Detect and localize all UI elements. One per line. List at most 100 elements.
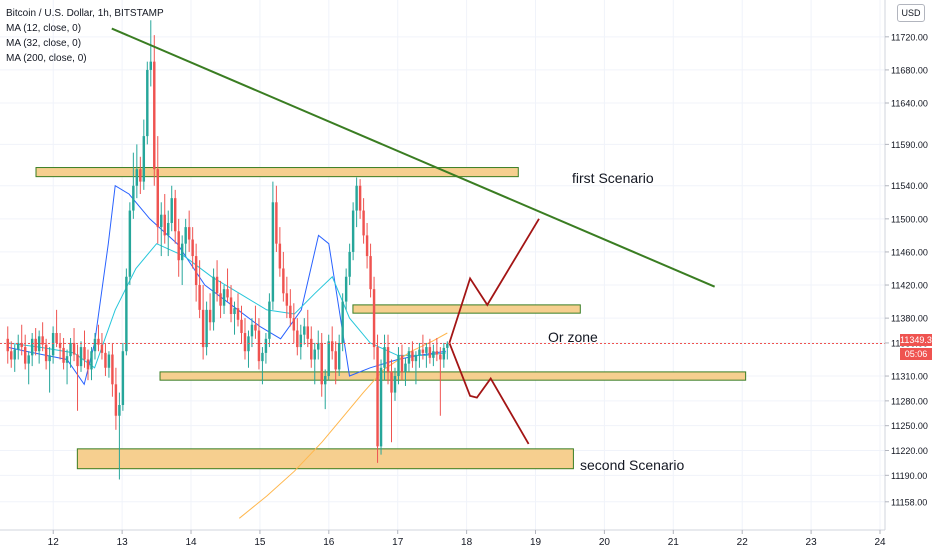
candle-body <box>376 347 379 447</box>
candle-body <box>337 342 341 370</box>
y-tick-label: 11380.00 <box>891 314 928 324</box>
candle-body <box>167 222 170 236</box>
candle-body <box>421 349 425 353</box>
y-tick-label: 11158.00 <box>891 497 927 507</box>
y-tick-label: 11500.00 <box>891 214 928 224</box>
candle-body <box>219 293 222 306</box>
candle-body <box>330 341 334 352</box>
candle-body <box>41 336 44 345</box>
zone-rect <box>159 371 747 381</box>
candle-body <box>268 301 271 339</box>
ma-lines <box>6 184 448 519</box>
candle-body <box>289 305 292 319</box>
candle-body <box>414 355 418 362</box>
legend-ma12[interactable]: MA (12, close, 0) <box>6 23 82 34</box>
candle-body <box>222 289 226 306</box>
y-tick-label: 11590.00 <box>891 140 928 150</box>
candle-body <box>13 349 16 360</box>
candle-body <box>425 347 428 353</box>
candle-body <box>439 354 442 360</box>
candle-body <box>351 210 355 252</box>
zone-rect <box>352 304 581 314</box>
annotation-second-scenario: second Scenario <box>580 457 685 473</box>
candle-body <box>303 326 306 335</box>
y-tick-labels: 11720.00 11680.00 11640.00 11590.00 11540.00… <box>885 32 928 507</box>
legend-ma32[interactable]: MA (32, close, 0) <box>6 38 82 49</box>
currency-button[interactable]: USD <box>897 4 925 22</box>
y-tick-label: 11680.00 <box>891 65 928 75</box>
x-tick-label: 14 <box>185 537 197 548</box>
candle-body <box>149 61 153 70</box>
candle-body <box>65 356 69 363</box>
candle-body <box>69 342 72 357</box>
y-tick-label: 11250.00 <box>891 421 928 431</box>
candle-body <box>334 351 337 370</box>
y-tick-label: 11190.00 <box>891 471 927 481</box>
y-tick-label: 11460.00 <box>891 247 928 257</box>
candles <box>6 20 449 480</box>
candle-body <box>372 289 376 348</box>
candle-body <box>125 276 128 352</box>
candle-body <box>310 338 313 360</box>
candle-body <box>160 214 163 228</box>
y-tick-label: 11540.00 <box>891 181 928 191</box>
candle-body <box>132 185 135 211</box>
candle-body <box>27 355 30 364</box>
last-price-badge: 11349.34 <box>900 334 932 346</box>
candle-body <box>344 276 348 302</box>
candle-body <box>212 276 215 323</box>
candle-body <box>201 309 205 348</box>
candle-body <box>442 347 446 360</box>
candle-body <box>257 330 261 362</box>
candle-body <box>173 198 177 232</box>
x-tick-labels: 12 13 14 15 16 17 18 19 20 21 22 23 24 <box>48 530 886 548</box>
candle-body <box>198 285 201 310</box>
candle-body <box>348 251 351 277</box>
trendline <box>111 27 716 288</box>
candle-body <box>285 293 289 306</box>
legend-ma200[interactable]: MA (200, close, 0) <box>6 53 87 64</box>
candle-body <box>100 344 104 353</box>
candle-body <box>23 347 27 364</box>
candle-body <box>393 376 397 393</box>
x-tick-label: 16 <box>323 537 335 548</box>
ma-line <box>6 184 446 386</box>
annotation-or-zone: Or zone <box>548 329 598 345</box>
candle-body <box>390 371 393 393</box>
candle-body <box>93 338 97 352</box>
countdown-badge: 05:06 <box>900 348 932 360</box>
ma-line <box>238 332 448 519</box>
candle-body <box>323 376 327 385</box>
candle-body <box>114 384 118 416</box>
candle-body <box>72 342 76 355</box>
legend-symbol[interactable]: Bitcoin / U.S. Dollar, 1h, BITSTAMP <box>6 8 164 19</box>
candle-body <box>397 355 400 377</box>
candle-body <box>404 363 407 372</box>
candle-body <box>275 202 278 244</box>
y-tick-label: 11420.00 <box>891 281 928 291</box>
y-tick-label: 11720.00 <box>891 32 928 42</box>
candle-body <box>365 235 369 257</box>
candle-body <box>163 214 166 236</box>
candle-body <box>261 352 264 362</box>
candle-body <box>236 308 240 320</box>
x-tick-label: 21 <box>668 537 680 548</box>
candle-body <box>320 342 323 385</box>
candle-body <box>184 227 187 244</box>
candle-body <box>58 342 62 348</box>
candle-body <box>264 338 268 353</box>
candle-body <box>313 349 316 360</box>
candle-body <box>278 243 282 269</box>
zones <box>35 167 747 470</box>
candle-body <box>37 336 41 352</box>
candle-body <box>306 326 309 339</box>
candle-body <box>118 404 121 416</box>
candle-body <box>194 256 198 286</box>
candle-body <box>90 351 93 370</box>
candle-body <box>250 324 254 337</box>
candle-body <box>400 355 404 372</box>
candle-body <box>156 169 159 228</box>
candle-body <box>170 198 173 223</box>
candle-body <box>153 61 156 170</box>
